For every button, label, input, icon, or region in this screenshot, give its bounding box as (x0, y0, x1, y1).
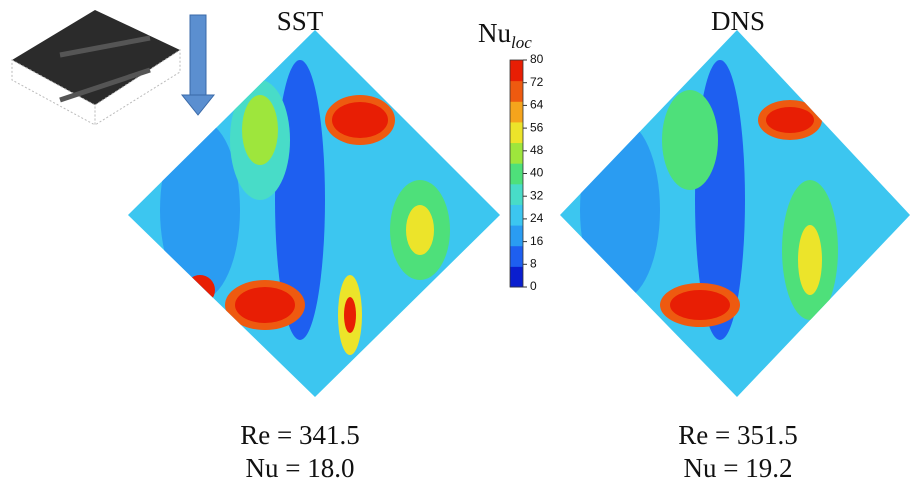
colorbar-band (510, 204, 523, 226)
colorbar-tick-label: 16 (530, 234, 544, 248)
colorbar-band (510, 163, 523, 185)
panel-title: DNS (711, 6, 765, 36)
colorbar-tick-label: 56 (530, 120, 544, 134)
colorbar-band (510, 225, 523, 247)
colorbar-band (510, 121, 523, 144)
reynolds: Re = 351.5 (678, 420, 797, 450)
colorbar-tick-label: 48 (530, 143, 544, 157)
geometry-inset (11, 10, 216, 126)
colorbar-tick-label: 0 (530, 279, 537, 293)
colorbar-band (510, 183, 523, 205)
colorbar-tick-label: 8 (530, 256, 537, 270)
colorbar-band (510, 142, 523, 164)
panel-title: SST (277, 6, 324, 36)
colorbar-band (510, 266, 523, 288)
nusselt: Nu = 19.2 (684, 453, 793, 483)
colorbar-band (510, 60, 523, 82)
colorbar-band (510, 245, 523, 267)
contour-map-sst (128, 30, 500, 397)
colorbar-band (510, 101, 523, 123)
colorbar-tick-label: 80 (530, 52, 544, 66)
nusselt: Nu = 18.0 (246, 453, 355, 483)
colorbar-tick-label: 32 (530, 188, 544, 202)
colorbar-tick-label: 64 (530, 98, 544, 112)
colorbar: 0 8 16 24 32 40 48 56 64 72 80 (509, 52, 544, 293)
colorbar-tick-label: 72 (530, 75, 544, 89)
label-sub: loc (511, 33, 532, 52)
colorbar-band (510, 80, 523, 102)
contour-map-dns (560, 30, 910, 397)
colorbar-label: Nuloc (478, 18, 532, 52)
colorbar-tick-label: 40 (530, 166, 544, 180)
label-main: Nu (478, 18, 511, 48)
reynolds: Re = 341.5 (240, 420, 359, 450)
colorbar-tick-label: 24 (530, 211, 544, 225)
